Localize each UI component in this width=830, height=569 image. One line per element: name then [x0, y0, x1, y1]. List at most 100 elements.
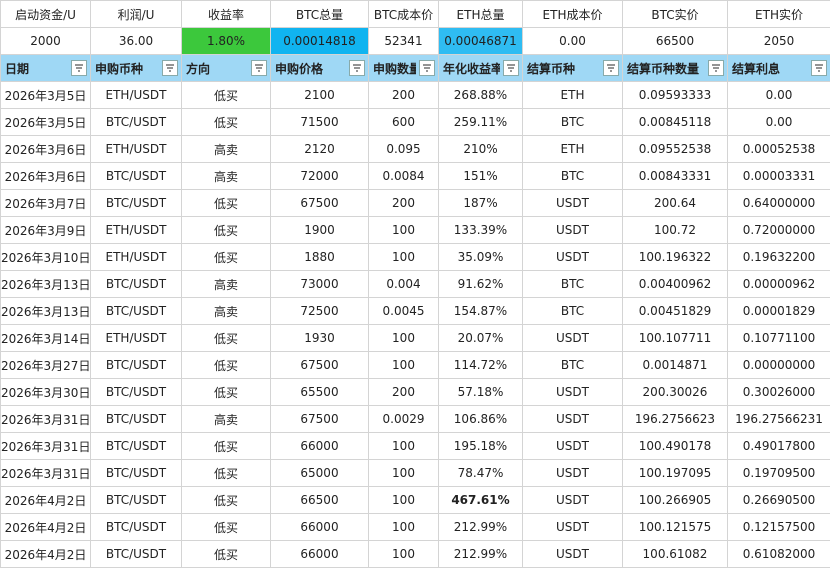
cell: BTC/USDT	[90, 378, 182, 406]
cell: 0.00000000	[727, 351, 830, 379]
cell: 66000	[270, 540, 369, 568]
cell: ETH/USDT	[90, 81, 182, 109]
summary-value: 36.00	[90, 27, 182, 55]
cell: 73000	[270, 270, 369, 298]
filter-button[interactable]	[419, 60, 435, 76]
filter-button[interactable]	[811, 60, 827, 76]
cell: 106.86%	[438, 405, 523, 433]
cell: 196.2756623	[622, 405, 728, 433]
cell: 0.49017800	[727, 432, 830, 460]
cell: 低买	[181, 216, 271, 244]
data-row: 2026年3月10日 ETH/USDT 低买 1880 100 35.09% USDT 100…	[0, 243, 830, 271]
cell: ETH/USDT	[90, 135, 182, 163]
cell: 100.107711	[622, 324, 728, 352]
cell: BTC	[522, 351, 623, 379]
filter-button[interactable]	[708, 60, 724, 76]
summary-value: 52341	[368, 27, 439, 55]
cell: BTC/USDT	[90, 459, 182, 487]
cell: 低买	[181, 459, 271, 487]
cell: 100	[368, 351, 439, 379]
cell: 100	[368, 216, 439, 244]
column-header: 结算币种数量	[622, 54, 728, 82]
cell: 低买	[181, 81, 271, 109]
cell: 0.00003331	[727, 162, 830, 190]
cell: USDT	[522, 459, 623, 487]
cell: 低买	[181, 486, 271, 514]
cell: 195.18%	[438, 432, 523, 460]
cell: 0.00	[727, 81, 830, 109]
cell: 2026年4月2日	[0, 486, 91, 514]
cell: 2100	[270, 81, 369, 109]
column-header-text: 申购数量	[373, 61, 416, 76]
cell: 0.72000000	[727, 216, 830, 244]
cell: 467.61%	[438, 486, 523, 514]
cell: 0.00001829	[727, 297, 830, 325]
summary-header: ETH总量	[438, 0, 523, 28]
cell: 100.197095	[622, 459, 728, 487]
cell: 2026年3月13日	[0, 270, 91, 298]
cell: ETH/USDT	[90, 243, 182, 271]
cell: BTC	[522, 162, 623, 190]
cell: 600	[368, 108, 439, 136]
data-row: 2026年3月7日 BTC/USDT 低买 67500 200 187% USDT 200.6…	[0, 189, 830, 217]
cell: USDT	[522, 513, 623, 541]
summary-header: 利润/U	[90, 0, 182, 28]
cell: 高卖	[181, 405, 271, 433]
cell: 100	[368, 459, 439, 487]
cell: ETH/USDT	[90, 216, 182, 244]
cell: BTC	[522, 108, 623, 136]
data-row: 2026年3月31日 BTC/USDT 低买 65000 100 78.47% USDT 10…	[0, 459, 830, 487]
cell: 200	[368, 189, 439, 217]
cell: 0.09552538	[622, 135, 728, 163]
data-row: 2026年3月5日 BTC/USDT 低买 71500 600 259.11% BTC 0.0…	[0, 108, 830, 136]
cell: 0.0014871	[622, 351, 728, 379]
summary-header: BTC实价	[622, 0, 728, 28]
cell: 2026年3月9日	[0, 216, 91, 244]
cell: 0.0084	[368, 162, 439, 190]
data-row: 2026年3月31日 BTC/USDT 低买 66000 100 195.18% USDT 1…	[0, 432, 830, 460]
cell: 高卖	[181, 162, 271, 190]
filter-button[interactable]	[71, 60, 87, 76]
cell: 1880	[270, 243, 369, 271]
cell: BTC/USDT	[90, 351, 182, 379]
cell: 268.88%	[438, 81, 523, 109]
cell: 2026年3月6日	[0, 162, 91, 190]
filter-button[interactable]	[162, 60, 178, 76]
cell: 35.09%	[438, 243, 523, 271]
cell: BTC/USDT	[90, 270, 182, 298]
cell: 低买	[181, 324, 271, 352]
summary-header: BTC总量	[270, 0, 369, 28]
cell: 100.72	[622, 216, 728, 244]
column-header: 日期	[0, 54, 91, 82]
cell: BTC/USDT	[90, 297, 182, 325]
filter-button[interactable]	[251, 60, 267, 76]
column-header-text: 年化收益率	[443, 61, 500, 76]
cell: 2026年3月31日	[0, 405, 91, 433]
cell: USDT	[522, 432, 623, 460]
cell: 66000	[270, 432, 369, 460]
cell: 低买	[181, 540, 271, 568]
cell: 71500	[270, 108, 369, 136]
cell: BTC	[522, 297, 623, 325]
cell: 2026年3月10日	[0, 243, 91, 271]
data-row: 2026年3月27日 BTC/USDT 低买 67500 100 114.72% BTC 0.…	[0, 351, 830, 379]
data-row: 2026年3月13日 BTC/USDT 高卖 73000 0.004 91.62% BTC 0…	[0, 270, 830, 298]
filter-button[interactable]	[603, 60, 619, 76]
cell: 高卖	[181, 270, 271, 298]
cell: USDT	[522, 486, 623, 514]
cell: 2026年4月2日	[0, 540, 91, 568]
cell: 2026年3月30日	[0, 378, 91, 406]
filter-button[interactable]	[349, 60, 365, 76]
data-row: 2026年4月2日 BTC/USDT 低买 66000 100 212.99% USDT 10…	[0, 540, 830, 568]
cell: 133.39%	[438, 216, 523, 244]
summary-value: 1.80%	[181, 27, 271, 55]
filter-button[interactable]	[503, 60, 519, 76]
cell: 0.12157500	[727, 513, 830, 541]
cell: 57.18%	[438, 378, 523, 406]
cell: 0.0045	[368, 297, 439, 325]
data-row: 2026年3月14日 ETH/USDT 低买 1930 100 20.07% USDT 100…	[0, 324, 830, 352]
filter-glyph	[712, 64, 720, 72]
cell: USDT	[522, 189, 623, 217]
data-row: 2026年3月6日 ETH/USDT 高卖 2120 0.095 210% ETH 0.095…	[0, 135, 830, 163]
